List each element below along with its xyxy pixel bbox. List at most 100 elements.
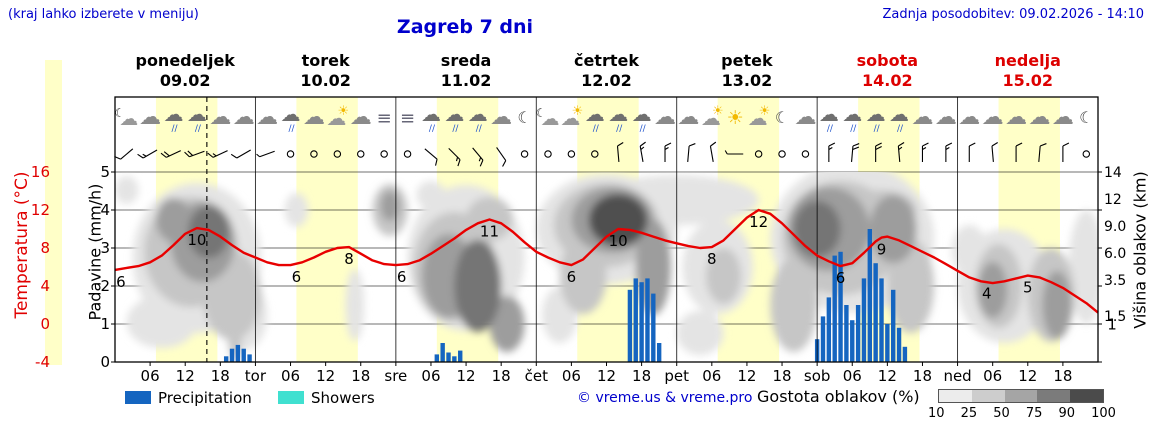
wind-barb-icon <box>991 142 998 163</box>
svg-text:☁: ☁ <box>632 102 652 126</box>
svg-text:☁: ☁ <box>1052 105 1074 130</box>
day-header-torek: torek 10.02 <box>255 51 395 91</box>
svg-text:≡: ≡ <box>400 108 415 129</box>
rain-icon: ☁∕∕ <box>585 102 605 134</box>
svg-text:8: 8 <box>344 250 354 268</box>
svg-text:12: 12 <box>176 367 195 385</box>
wind-barb-icon <box>687 143 696 163</box>
cloud-density-legend-label: Gostota oblakov (%) <box>757 387 920 406</box>
credit-link[interactable]: © vreme.us & vreme.pro <box>577 390 753 406</box>
wind-barb-icon <box>828 142 836 162</box>
day-header-sreda: sreda 11.02 <box>396 51 536 91</box>
wind-barb-icon <box>1038 143 1047 163</box>
rain-icon: ☁∕∕ <box>819 102 839 134</box>
svg-text:☁: ☁ <box>233 105 255 130</box>
svg-text:18: 18 <box>913 367 932 385</box>
cloud-icon: ☁ <box>958 105 980 130</box>
svg-text:1: 1 <box>1107 316 1117 334</box>
svg-text:pet: pet <box>664 367 689 385</box>
svg-text:☾: ☾ <box>517 108 531 127</box>
svg-text:☁: ☁ <box>819 102 839 126</box>
svg-text:☁: ☁ <box>119 108 138 130</box>
svg-text:∕∕: ∕∕ <box>452 124 459 134</box>
day-header-nedelja: nedelja 15.02 <box>958 51 1098 91</box>
calm-wind-icon <box>778 150 786 158</box>
svg-text:čet: čet <box>525 367 548 385</box>
menu-hint: (kraj lahko izberete v meniju) <box>8 7 199 22</box>
day-header-petek: petek 13.02 <box>677 51 817 91</box>
calm-wind-icon <box>591 150 599 158</box>
daylight-strip <box>45 60 62 365</box>
sun-icon: ☀ <box>727 107 744 129</box>
rain-icon: ☁∕∕ <box>444 102 464 134</box>
svg-text:4: 4 <box>982 284 992 302</box>
wind-barb-icon <box>851 143 860 163</box>
day-date: 14.02 <box>862 71 913 90</box>
svg-text:☀: ☀ <box>572 104 584 119</box>
svg-text:3.5: 3.5 <box>1104 273 1126 289</box>
svg-text:☀: ☀ <box>759 104 771 119</box>
svg-text:8: 8 <box>40 239 50 257</box>
day-date: 13.02 <box>721 71 773 90</box>
svg-text:6: 6 <box>836 269 846 287</box>
svg-text:18: 18 <box>632 367 651 385</box>
svg-text:☀: ☀ <box>712 104 724 119</box>
scale-label: 50 <box>993 406 1010 421</box>
wind-barb-icon <box>496 147 507 167</box>
x-axis-labels: 06 12 18 tor 06 12 18 sre 06 12 18 čet 06 12 18 pet 06 12… <box>141 367 1073 385</box>
cloud-icon: ☁ <box>139 105 161 130</box>
svg-text:☁: ☁ <box>935 105 957 130</box>
cloud-icon: ☁ <box>982 105 1004 130</box>
svg-text:06: 06 <box>141 367 160 385</box>
rain-icon: ☁∕∕ <box>842 102 862 134</box>
day-header-ponedeljek: ponedeljek 09.02 <box>115 51 255 91</box>
day-name: sobota <box>856 51 919 70</box>
rain-icon: ☁∕∕ <box>187 102 207 134</box>
svg-text:∕∕: ∕∕ <box>850 124 857 134</box>
wind-barb-icon <box>424 148 438 166</box>
svg-text:☁: ☁ <box>468 102 488 126</box>
calm-wind-icon <box>356 150 365 158</box>
svg-text:≡: ≡ <box>377 108 392 129</box>
day-name: nedelja <box>994 51 1061 70</box>
svg-text:☁: ☁ <box>209 105 231 130</box>
svg-text:☁: ☁ <box>164 102 184 126</box>
svg-text:-4: -4 <box>35 353 50 371</box>
svg-text:18: 18 <box>351 367 370 385</box>
svg-text:∕∕: ∕∕ <box>195 124 202 134</box>
calm-wind-icon <box>1082 150 1091 158</box>
svg-text:11: 11 <box>480 223 499 241</box>
calm-wind-icon <box>310 150 318 158</box>
moon-icon: ☾ <box>1079 108 1093 127</box>
svg-text:☾: ☾ <box>536 106 547 120</box>
svg-text:☁: ☁ <box>842 102 862 126</box>
day-date: 09.02 <box>159 71 211 90</box>
cloud-icon: ☁ <box>256 105 278 130</box>
cloud-density-scale-labels: 10 25 50 75 90 100 <box>928 406 1116 421</box>
svg-text:☁: ☁ <box>303 105 325 130</box>
svg-text:∕∕: ∕∕ <box>288 124 295 134</box>
svg-text:12: 12 <box>749 213 768 231</box>
scale-label: 10 <box>928 406 945 421</box>
svg-text:9: 9 <box>877 241 887 259</box>
cloud-icon: ☁ <box>911 105 933 130</box>
cloud-icon: ☁ <box>654 105 676 130</box>
svg-text:14: 14 <box>1104 165 1122 181</box>
svg-text:4: 4 <box>40 277 50 295</box>
wind-barb-icon <box>639 141 646 162</box>
svg-text:18: 18 <box>772 367 791 385</box>
wind-barb-icon <box>945 142 953 162</box>
svg-text:☾: ☾ <box>775 108 789 127</box>
svg-text:☁: ☁ <box>958 105 980 130</box>
svg-text:10: 10 <box>609 232 628 250</box>
svg-text:10: 10 <box>187 231 206 249</box>
svg-text:☾: ☾ <box>1079 108 1093 127</box>
wind-barb-icon <box>921 142 929 162</box>
tick-marks <box>111 171 1102 366</box>
day-name: ponedeljek <box>135 51 235 70</box>
temperature-curve <box>114 208 1099 314</box>
calm-wind-icon <box>544 150 552 158</box>
rain-icon: ☁∕∕ <box>608 102 628 134</box>
scale-label: 100 <box>1091 406 1116 421</box>
